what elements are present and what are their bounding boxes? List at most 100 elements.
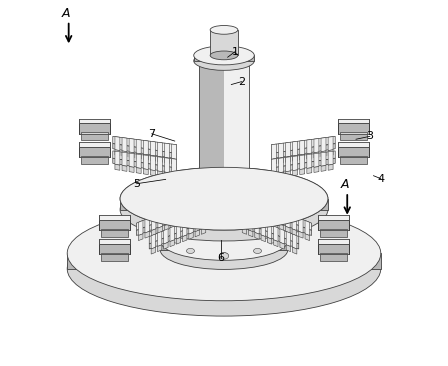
Ellipse shape [302, 187, 310, 192]
Polygon shape [101, 230, 128, 237]
Polygon shape [136, 168, 141, 173]
Polygon shape [242, 213, 247, 229]
Polygon shape [300, 169, 305, 175]
Polygon shape [314, 153, 319, 167]
Polygon shape [157, 142, 163, 157]
Polygon shape [286, 231, 291, 247]
Polygon shape [99, 239, 130, 244]
Polygon shape [164, 229, 168, 244]
Polygon shape [164, 172, 169, 178]
Polygon shape [279, 157, 284, 163]
Text: 7: 7 [148, 129, 155, 139]
Polygon shape [182, 235, 187, 242]
Polygon shape [293, 234, 297, 249]
Polygon shape [318, 239, 349, 244]
Ellipse shape [250, 221, 258, 227]
Polygon shape [151, 155, 155, 161]
Polygon shape [113, 151, 177, 168]
Polygon shape [293, 141, 297, 156]
Polygon shape [328, 150, 333, 156]
Ellipse shape [67, 206, 381, 301]
Polygon shape [151, 170, 155, 176]
Text: A: A [340, 178, 349, 191]
Polygon shape [143, 140, 148, 155]
Polygon shape [279, 210, 284, 225]
Polygon shape [184, 216, 188, 223]
Ellipse shape [210, 51, 238, 60]
Polygon shape [271, 158, 335, 173]
Polygon shape [318, 244, 349, 254]
Polygon shape [307, 153, 312, 159]
Polygon shape [101, 229, 128, 230]
Ellipse shape [190, 221, 198, 227]
Polygon shape [158, 213, 163, 228]
Polygon shape [164, 242, 168, 249]
Polygon shape [340, 156, 366, 157]
Polygon shape [164, 210, 169, 225]
Polygon shape [151, 247, 155, 254]
Polygon shape [129, 152, 134, 158]
Polygon shape [164, 143, 169, 158]
Text: 4: 4 [377, 173, 384, 184]
Polygon shape [122, 138, 127, 152]
Polygon shape [255, 232, 259, 239]
Polygon shape [279, 143, 284, 158]
Polygon shape [120, 199, 328, 210]
Polygon shape [293, 170, 297, 176]
Polygon shape [253, 208, 311, 235]
Ellipse shape [160, 221, 288, 260]
Text: 2: 2 [238, 76, 245, 87]
Polygon shape [143, 169, 148, 175]
Polygon shape [195, 230, 199, 237]
Polygon shape [149, 222, 206, 249]
Polygon shape [129, 138, 134, 153]
Ellipse shape [138, 205, 146, 210]
Polygon shape [253, 214, 258, 221]
Polygon shape [242, 222, 299, 249]
Polygon shape [171, 207, 175, 223]
Text: A: A [62, 7, 70, 20]
Polygon shape [176, 238, 181, 244]
Polygon shape [157, 157, 163, 172]
Ellipse shape [120, 167, 328, 230]
Polygon shape [266, 205, 271, 221]
Polygon shape [79, 123, 110, 134]
Polygon shape [267, 223, 272, 239]
Polygon shape [195, 216, 199, 232]
Polygon shape [307, 139, 312, 154]
Ellipse shape [190, 171, 198, 176]
Polygon shape [177, 205, 182, 221]
Ellipse shape [120, 178, 328, 241]
Polygon shape [286, 245, 291, 251]
Polygon shape [136, 154, 141, 168]
Polygon shape [253, 199, 311, 231]
Polygon shape [285, 171, 291, 177]
Polygon shape [293, 247, 297, 254]
Polygon shape [271, 158, 276, 174]
Polygon shape [273, 207, 277, 223]
Polygon shape [79, 119, 110, 123]
Polygon shape [138, 220, 143, 235]
Polygon shape [307, 168, 312, 173]
Polygon shape [115, 151, 120, 165]
Polygon shape [321, 165, 326, 171]
Ellipse shape [254, 249, 262, 254]
Polygon shape [267, 238, 272, 244]
Ellipse shape [172, 238, 181, 243]
Polygon shape [122, 151, 127, 157]
Polygon shape [99, 244, 130, 254]
Polygon shape [340, 132, 366, 134]
Ellipse shape [186, 249, 194, 254]
Polygon shape [314, 167, 319, 172]
Ellipse shape [160, 230, 288, 269]
Polygon shape [79, 142, 110, 147]
Polygon shape [172, 158, 177, 164]
Polygon shape [201, 228, 206, 234]
Polygon shape [320, 229, 347, 230]
Polygon shape [157, 171, 163, 177]
Polygon shape [176, 223, 181, 239]
Polygon shape [160, 240, 288, 250]
Polygon shape [338, 142, 369, 147]
Ellipse shape [194, 51, 254, 70]
Polygon shape [99, 220, 130, 230]
